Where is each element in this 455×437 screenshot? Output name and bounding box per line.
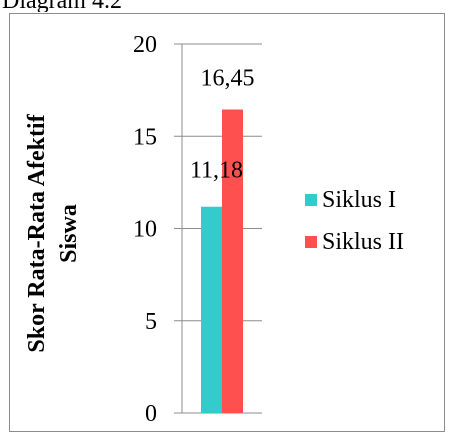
y-tick-label: 0: [145, 401, 157, 427]
bar-siklus-i: [201, 206, 222, 413]
clipped-caption-text: Diagram 4.2 Skor Rata-Rata Afektif: [2, 0, 140, 12]
y-axis-title-line: Siswa: [56, 204, 82, 263]
y-tick-label: 15: [133, 124, 157, 150]
clipped-caption: Diagram 4.2 Skor Rata-Rata Afektif: [0, 0, 140, 12]
legend-swatch: [305, 236, 317, 248]
y-tick-labels: 0 5 10 15 20: [133, 32, 157, 427]
data-label-siklus-ii: 16,45: [201, 65, 255, 91]
bar-siklus-ii: [222, 109, 243, 413]
chart-frame: [9, 13, 445, 432]
data-labels: 11,18 16,45: [190, 65, 255, 183]
y-tick-label: 10: [133, 217, 157, 243]
legend-swatch: [305, 194, 317, 206]
y-axis-title: Skor Rata-Rata Afektif Siswa: [24, 113, 82, 352]
bars: [201, 109, 243, 413]
y-tick-label: 20: [133, 32, 157, 58]
legend-label: Siklus II: [322, 229, 405, 255]
y-axis-title-line: Skor Rata-Rata Afektif: [24, 113, 50, 352]
legend-label: Siklus I: [322, 187, 397, 213]
y-tick-label: 5: [145, 309, 157, 335]
data-label-siklus-i: 11,18: [190, 158, 243, 184]
